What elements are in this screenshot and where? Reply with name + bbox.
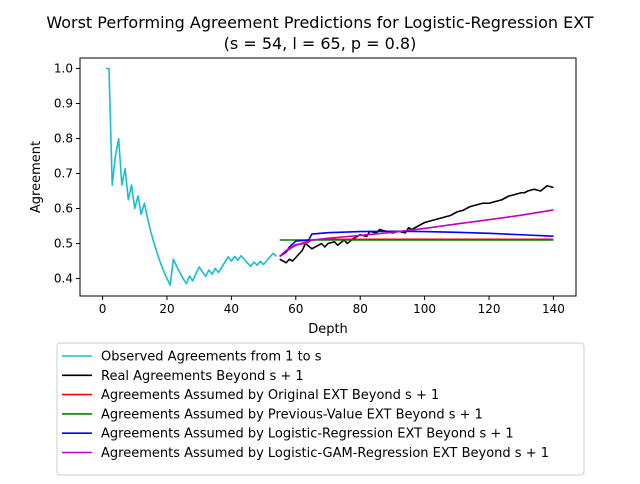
y-tick-label: 0.5 <box>54 237 73 251</box>
legend-label: Real Agreements Beyond s + 1 <box>101 369 304 384</box>
y-axis-ticks: 0.4 0.5 0.6 0.7 0.8 0.9 1.0 <box>54 62 80 286</box>
y-tick-label: 1.0 <box>54 62 73 76</box>
legend-label: Agreements Assumed by Original EXT Beyon… <box>101 388 439 403</box>
legend-label: Agreements Assumed by Logistic-GAM-Regre… <box>101 446 549 461</box>
x-axis-ticks: 0 20 40 60 80 100 120 140 <box>99 296 565 316</box>
y-tick-label: 0.8 <box>54 132 73 146</box>
series-line-1 <box>279 184 554 264</box>
x-tick-label: 140 <box>542 302 565 316</box>
x-tick-label: 40 <box>224 302 239 316</box>
x-tick-label: 0 <box>99 302 107 316</box>
legend: Observed Agreements from 1 to s Real Agre… <box>56 342 585 476</box>
series-line-2 <box>279 238 554 258</box>
series-line-0 <box>105 67 278 286</box>
chart-subtitle: (s = 54, l = 65, p = 0.8) <box>224 34 417 53</box>
y-tick-label: 0.6 <box>54 202 73 216</box>
series-layer <box>105 67 554 286</box>
series-line-4 <box>279 230 554 258</box>
legend-label: Observed Agreements from 1 to s <box>101 350 322 365</box>
x-tick-label: 60 <box>288 302 303 316</box>
y-tick-label: 0.7 <box>54 167 73 181</box>
y-tick-label: 0.4 <box>54 272 73 286</box>
series-line-5 <box>279 209 554 258</box>
x-tick-label: 20 <box>159 302 174 316</box>
x-tick-label: 120 <box>478 302 501 316</box>
x-tick-label: 100 <box>413 302 436 316</box>
x-tick-label: 80 <box>353 302 368 316</box>
chart-title: Worst Performing Agreement Predictions f… <box>46 13 594 32</box>
legend-label: Agreements Assumed by Logistic-Regressio… <box>101 427 514 442</box>
y-tick-label: 0.9 <box>54 97 73 111</box>
y-axis-label: Agreement <box>29 141 44 213</box>
x-axis-label: Depth <box>308 322 348 337</box>
plot-area <box>79 57 577 297</box>
legend-label: Agreements Assumed by Previous-Value EXT… <box>101 407 483 422</box>
legend-box <box>56 342 585 476</box>
